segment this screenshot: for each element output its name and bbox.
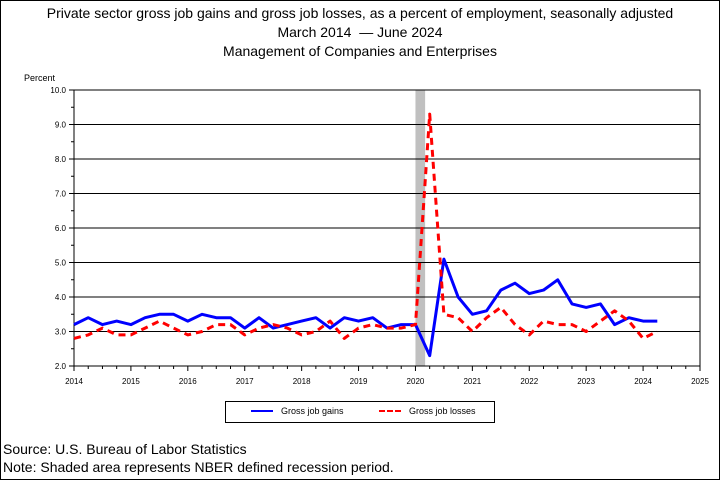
date-range-end: June 2024 (377, 24, 443, 40)
x-tick-label: 2015 (122, 377, 140, 386)
x-tick-label: 2019 (350, 377, 368, 386)
legend-swatch-gains (251, 410, 273, 412)
y-tick-label: 10.0 (50, 86, 66, 95)
legend-swatch-losses (379, 410, 401, 412)
x-tick-label: 2024 (634, 377, 652, 386)
series-line-losses (73, 112, 658, 340)
y-tick-label: 7.0 (55, 190, 67, 199)
y-tick-label: 6.0 (55, 224, 67, 233)
x-tick-label: 2025 (691, 377, 709, 386)
date-range-start: March 2014 (277, 24, 352, 40)
y-tick-label: 2.0 (55, 362, 67, 371)
y-tick-label: 5.0 (55, 259, 67, 268)
plot-border (73, 89, 701, 367)
legend: Gross job gains Gross job losses (225, 401, 495, 423)
x-tick-label: 2022 (520, 377, 538, 386)
y-tick-label: 9.0 (55, 121, 67, 130)
x-tick-label: 2018 (293, 377, 311, 386)
recession-note: Note: Shaded area represents NBER define… (3, 459, 394, 475)
chart-subtitle-dates: March 2014 — June 2024 (0, 24, 720, 40)
source-note: Source: U.S. Bureau of Labor Statistics (3, 441, 247, 457)
x-tick-label: 2021 (463, 377, 481, 386)
y-tick-label: 4.0 (55, 293, 67, 302)
legend-item-losses: Gross job losses (379, 406, 476, 416)
x-tick-label: 2020 (407, 377, 425, 386)
y-tick-label: 3.0 (55, 328, 67, 337)
x-tick-label: 2023 (577, 377, 595, 386)
legend-label-gains: Gross job gains (281, 406, 344, 416)
x-tick-label: 2016 (179, 377, 197, 386)
x-tick-label: 2014 (65, 377, 83, 386)
chart-subtitle-industry: Management of Companies and Enterprises (223, 43, 497, 59)
x-tick-label: 2017 (236, 377, 254, 386)
legend-label-losses: Gross job losses (409, 406, 476, 416)
date-range-dash: — (355, 24, 374, 40)
legend-item-gains: Gross job gains (251, 406, 344, 416)
y-axis-label: Percent (24, 73, 56, 83)
series-line-gains (73, 257, 658, 358)
chart-title: Private sector gross job gains and gross… (46, 5, 674, 21)
y-tick-label: 8.0 (55, 155, 67, 164)
